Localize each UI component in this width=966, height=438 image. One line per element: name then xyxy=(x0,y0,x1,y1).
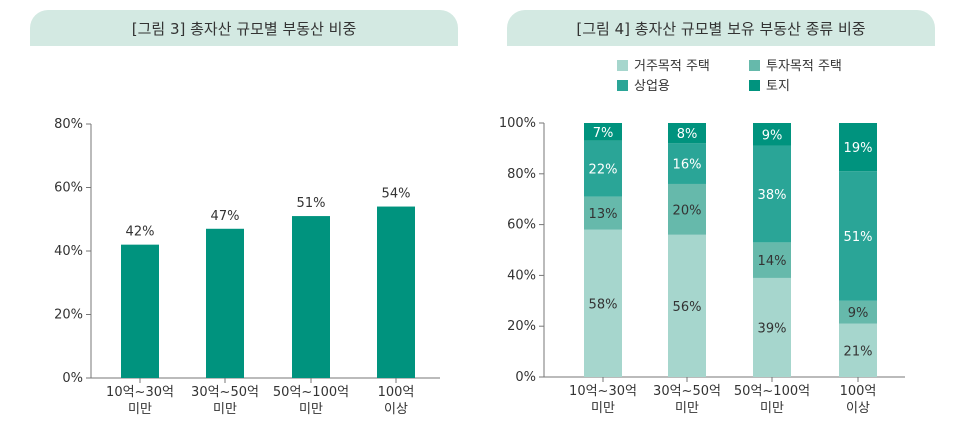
left-bar xyxy=(377,206,415,378)
right-y-tick-label: 100% xyxy=(499,116,536,131)
segment-value-label: 38% xyxy=(758,188,787,203)
stacked-segment xyxy=(584,123,622,141)
left-category-label: 30억~50억 xyxy=(191,385,259,400)
segment-value-label: 19% xyxy=(844,141,873,156)
stacked-segment xyxy=(839,300,877,324)
legend-label: 거주목적 주택 xyxy=(634,59,710,74)
stacked-segment xyxy=(753,277,791,377)
right-category-label: 50억~100억 xyxy=(734,384,810,399)
left-y-tick-label: 20% xyxy=(54,308,83,323)
stacked-segment xyxy=(839,323,877,377)
segment-value-label: 14% xyxy=(758,254,787,269)
legend-swatch xyxy=(749,80,760,91)
right-y-tick-label: 80% xyxy=(507,167,536,182)
left-bar-value-label: 51% xyxy=(297,196,326,211)
right-category-label-line2: 미만 xyxy=(675,401,699,416)
segment-value-label: 39% xyxy=(758,321,787,336)
left-y-tick-label: 40% xyxy=(54,244,83,259)
left-category-label: 50억~100억 xyxy=(273,385,349,400)
left-category-label: 10억~30억 xyxy=(106,385,174,400)
stacked-segment xyxy=(753,123,791,146)
segment-value-label: 16% xyxy=(673,158,702,173)
left-bar xyxy=(292,216,330,378)
stacked-segment xyxy=(668,123,706,144)
legend-label: 토지 xyxy=(766,79,790,94)
legend-swatch xyxy=(617,60,628,71)
segment-value-label: 21% xyxy=(844,344,873,359)
left-category-label-line2: 미만 xyxy=(213,402,237,417)
left-bar xyxy=(121,244,159,378)
right-y-tick-label: 40% xyxy=(507,268,536,283)
segment-value-label: 9% xyxy=(762,128,783,143)
segment-value-label: 56% xyxy=(673,300,702,315)
left-bar-value-label: 54% xyxy=(382,187,411,202)
stacked-segment xyxy=(753,242,791,278)
legend-label: 상업용 xyxy=(634,79,670,94)
left-bar-value-label: 42% xyxy=(126,225,155,240)
segment-value-label: 22% xyxy=(589,163,618,178)
segment-value-label: 7% xyxy=(593,126,614,141)
right-y-tick-label: 0% xyxy=(515,370,536,385)
segment-value-label: 20% xyxy=(673,203,702,218)
stacked-segment xyxy=(668,143,706,184)
stacked-segment xyxy=(584,140,622,197)
chart-title-left: [그림 3] 총자산 규모별 부동산 비중 xyxy=(30,10,458,46)
left-category-label-line2: 이상 xyxy=(384,402,408,417)
left-category-label: 100억 xyxy=(378,385,415,400)
right-category-label-line2: 미만 xyxy=(591,401,615,416)
segment-value-label: 58% xyxy=(589,297,618,312)
left-category-label-line2: 미만 xyxy=(128,402,152,417)
right-category-label: 100억 xyxy=(840,384,877,399)
legend-swatch xyxy=(617,80,628,91)
right-y-tick-label: 20% xyxy=(507,319,536,334)
stacked-segment xyxy=(753,145,791,243)
stacked-segment xyxy=(584,196,622,230)
right-y-tick-label: 60% xyxy=(507,218,536,233)
legend-swatch xyxy=(749,60,760,71)
right-category-label-line2: 미만 xyxy=(760,401,784,416)
stacked-segment xyxy=(668,234,706,377)
left-bar-value-label: 47% xyxy=(211,209,240,224)
stacked-segment xyxy=(839,123,877,172)
left-bar xyxy=(206,228,244,378)
chart-title-right: [그림 4] 총자산 규모별 보유 부동산 종류 비중 xyxy=(507,10,935,46)
segment-value-label: 51% xyxy=(844,230,873,245)
stacked-segment xyxy=(668,183,706,235)
left-y-tick-label: 60% xyxy=(54,181,83,196)
right-category-label: 30억~50억 xyxy=(653,384,721,399)
right-category-label: 10억~30억 xyxy=(569,384,637,399)
left-category-label-line2: 미만 xyxy=(299,402,323,417)
segment-value-label: 8% xyxy=(677,127,698,142)
left-y-tick-label: 80% xyxy=(54,117,83,132)
segment-value-label: 13% xyxy=(589,207,618,222)
segment-value-label: 9% xyxy=(848,306,869,321)
left-y-tick-label: 0% xyxy=(62,371,83,386)
stacked-segment xyxy=(584,229,622,377)
stacked-segment xyxy=(839,171,877,301)
legend-label: 투자목적 주택 xyxy=(766,59,842,74)
right-category-label-line2: 이상 xyxy=(846,401,870,416)
